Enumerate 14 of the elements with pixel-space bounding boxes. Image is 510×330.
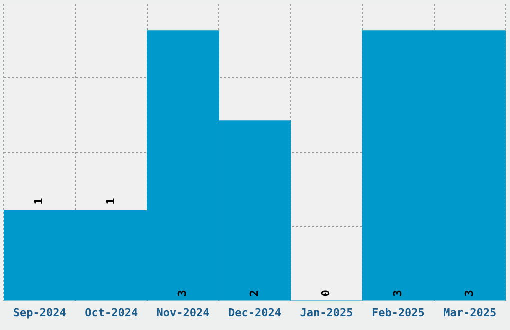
data-label: 1: [104, 198, 118, 205]
x-tick-label: Feb-2025: [372, 306, 425, 320]
x-tick-label: Nov-2024: [156, 306, 210, 320]
x-tick-label: Jan-2025: [300, 306, 354, 320]
x-tick-label: Oct-2024: [85, 306, 138, 320]
data-label: 2: [248, 290, 261, 297]
data-label: 3: [176, 290, 190, 297]
data-label: 3: [463, 290, 476, 297]
data-label: 0: [320, 290, 333, 297]
x-tick-label: Sep-2024: [13, 306, 67, 320]
data-label: 1: [32, 198, 46, 205]
x-tick-label: Dec-2024: [228, 306, 282, 320]
x-tick-label: Mar-2025: [444, 306, 497, 320]
data-label: 3: [391, 290, 404, 297]
